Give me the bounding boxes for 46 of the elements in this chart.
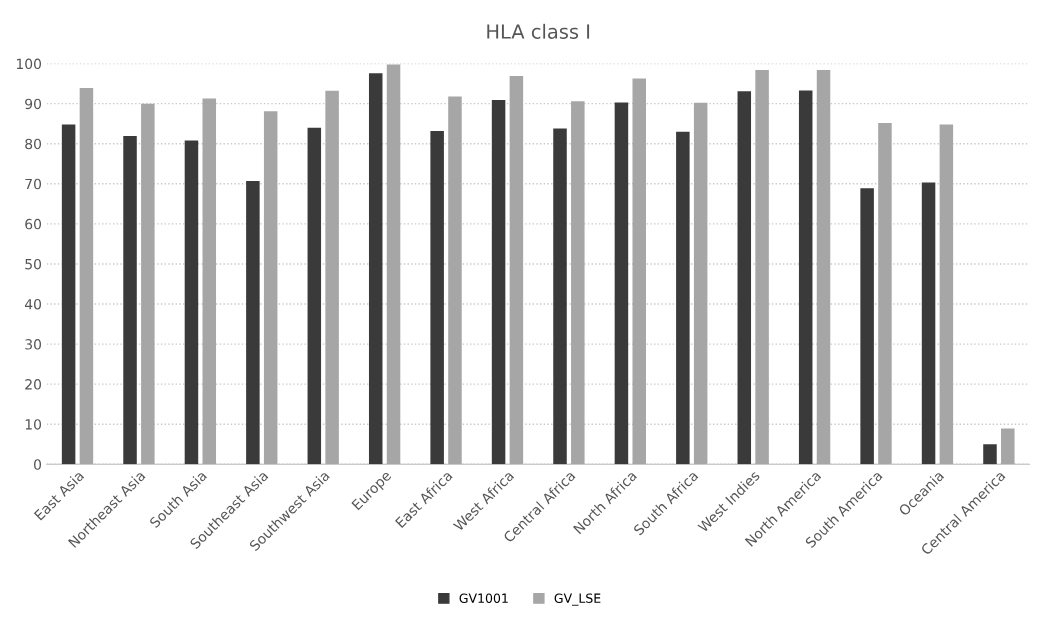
y-tick-label: 60 — [25, 218, 42, 230]
bar — [325, 90, 339, 465]
bar — [571, 101, 585, 465]
bar — [816, 70, 831, 465]
y-tick-label: 90 — [25, 98, 42, 110]
bar — [141, 103, 155, 465]
y-tick-label: 30 — [25, 339, 42, 350]
bar — [448, 96, 462, 465]
bar — [61, 124, 76, 465]
bar — [430, 130, 444, 465]
bar — [737, 91, 752, 465]
bar — [307, 127, 322, 465]
legend-label: GV_LSE — [554, 593, 601, 606]
bar — [632, 78, 646, 465]
bar — [798, 90, 813, 465]
bar — [878, 122, 892, 465]
bar — [921, 182, 936, 465]
bar — [553, 128, 567, 465]
bar — [1001, 428, 1015, 465]
y-tick-label: 50 — [25, 258, 42, 270]
y-tick-label: 0 — [34, 459, 42, 470]
bar — [491, 100, 506, 465]
y-tick-label: 20 — [25, 379, 42, 390]
bar — [123, 136, 137, 465]
bar — [509, 76, 524, 465]
legend-label: GV1001 — [459, 593, 508, 603]
bar — [693, 102, 708, 465]
bar — [184, 140, 199, 465]
bar — [386, 64, 401, 465]
bar — [676, 131, 690, 465]
y-tick-label: 10 — [25, 419, 42, 430]
y-tick-label: 80 — [25, 138, 42, 150]
bar — [983, 444, 997, 465]
y-tick-label: 70 — [25, 178, 42, 190]
y-tick-label: 100 — [16, 58, 42, 70]
bar — [860, 188, 874, 465]
bar — [246, 181, 260, 465]
bar — [202, 98, 217, 465]
bar — [939, 124, 954, 465]
bar — [368, 73, 383, 465]
chart-title: HLA class I — [487, 23, 590, 39]
bar — [263, 111, 278, 465]
bar — [755, 70, 769, 465]
y-tick-label: 40 — [24, 298, 42, 310]
bar — [79, 88, 94, 465]
bar — [614, 102, 629, 465]
